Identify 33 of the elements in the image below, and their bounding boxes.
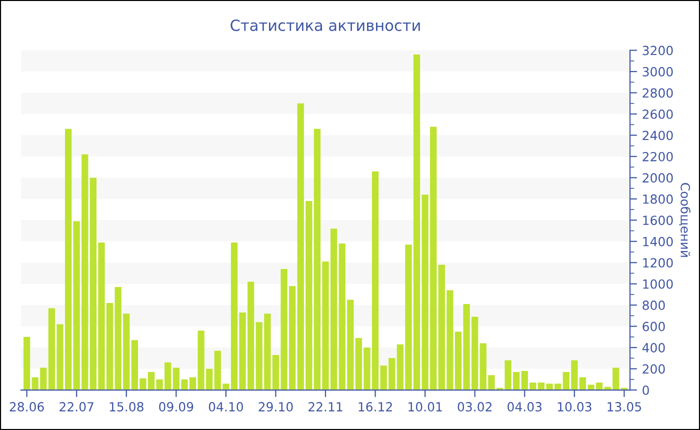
y-tick-label: 1800: [643, 194, 673, 204]
y-tick-label: 1200: [643, 258, 673, 268]
y-tick-label: 2600: [642, 109, 673, 119]
y-tick-label: 2000: [642, 173, 673, 183]
y-tick-label: 600: [642, 322, 665, 332]
x-tick-label: 15.08: [110, 402, 144, 412]
x-tick-label: 09.09: [159, 402, 194, 412]
y-tick-label: 1400: [643, 236, 673, 246]
y-axis-title: Сообщений: [679, 183, 690, 257]
x-tick-label: 10.03: [558, 402, 592, 412]
y-tick-label: 2800: [642, 88, 673, 98]
chart-title: Статистика активности: [230, 20, 420, 32]
x-tick-label: 04.03: [508, 402, 542, 412]
y-tick-label: 1000: [643, 279, 673, 289]
x-tick-label: 22.07: [60, 402, 94, 412]
x-tick-label: 28.06: [10, 402, 44, 412]
y-tick-label: 2400: [642, 130, 673, 140]
y-tick-label: 1600: [643, 216, 673, 226]
x-tick-label: 10.01: [408, 402, 442, 412]
x-tick-label: 13.05: [608, 402, 641, 412]
y-tick-label: 3000: [642, 67, 673, 76]
bar: [23, 336, 30, 390]
y-tick-label: 0: [642, 385, 649, 395]
y-tick-label: 2200: [642, 152, 673, 162]
x-tick-label: 16.12: [358, 402, 392, 412]
y-tick-label: 200: [642, 364, 665, 374]
y-tick-label: 3200: [642, 46, 673, 56]
x-tick-label: 22.11: [308, 402, 342, 412]
y-tick-label: 400: [642, 343, 665, 352]
y-tick-label: 800: [642, 300, 665, 310]
x-tick-label: 04.10: [208, 402, 243, 412]
x-tick-label: 03.02: [458, 402, 492, 412]
x-tick-label: 29.10: [258, 402, 293, 412]
